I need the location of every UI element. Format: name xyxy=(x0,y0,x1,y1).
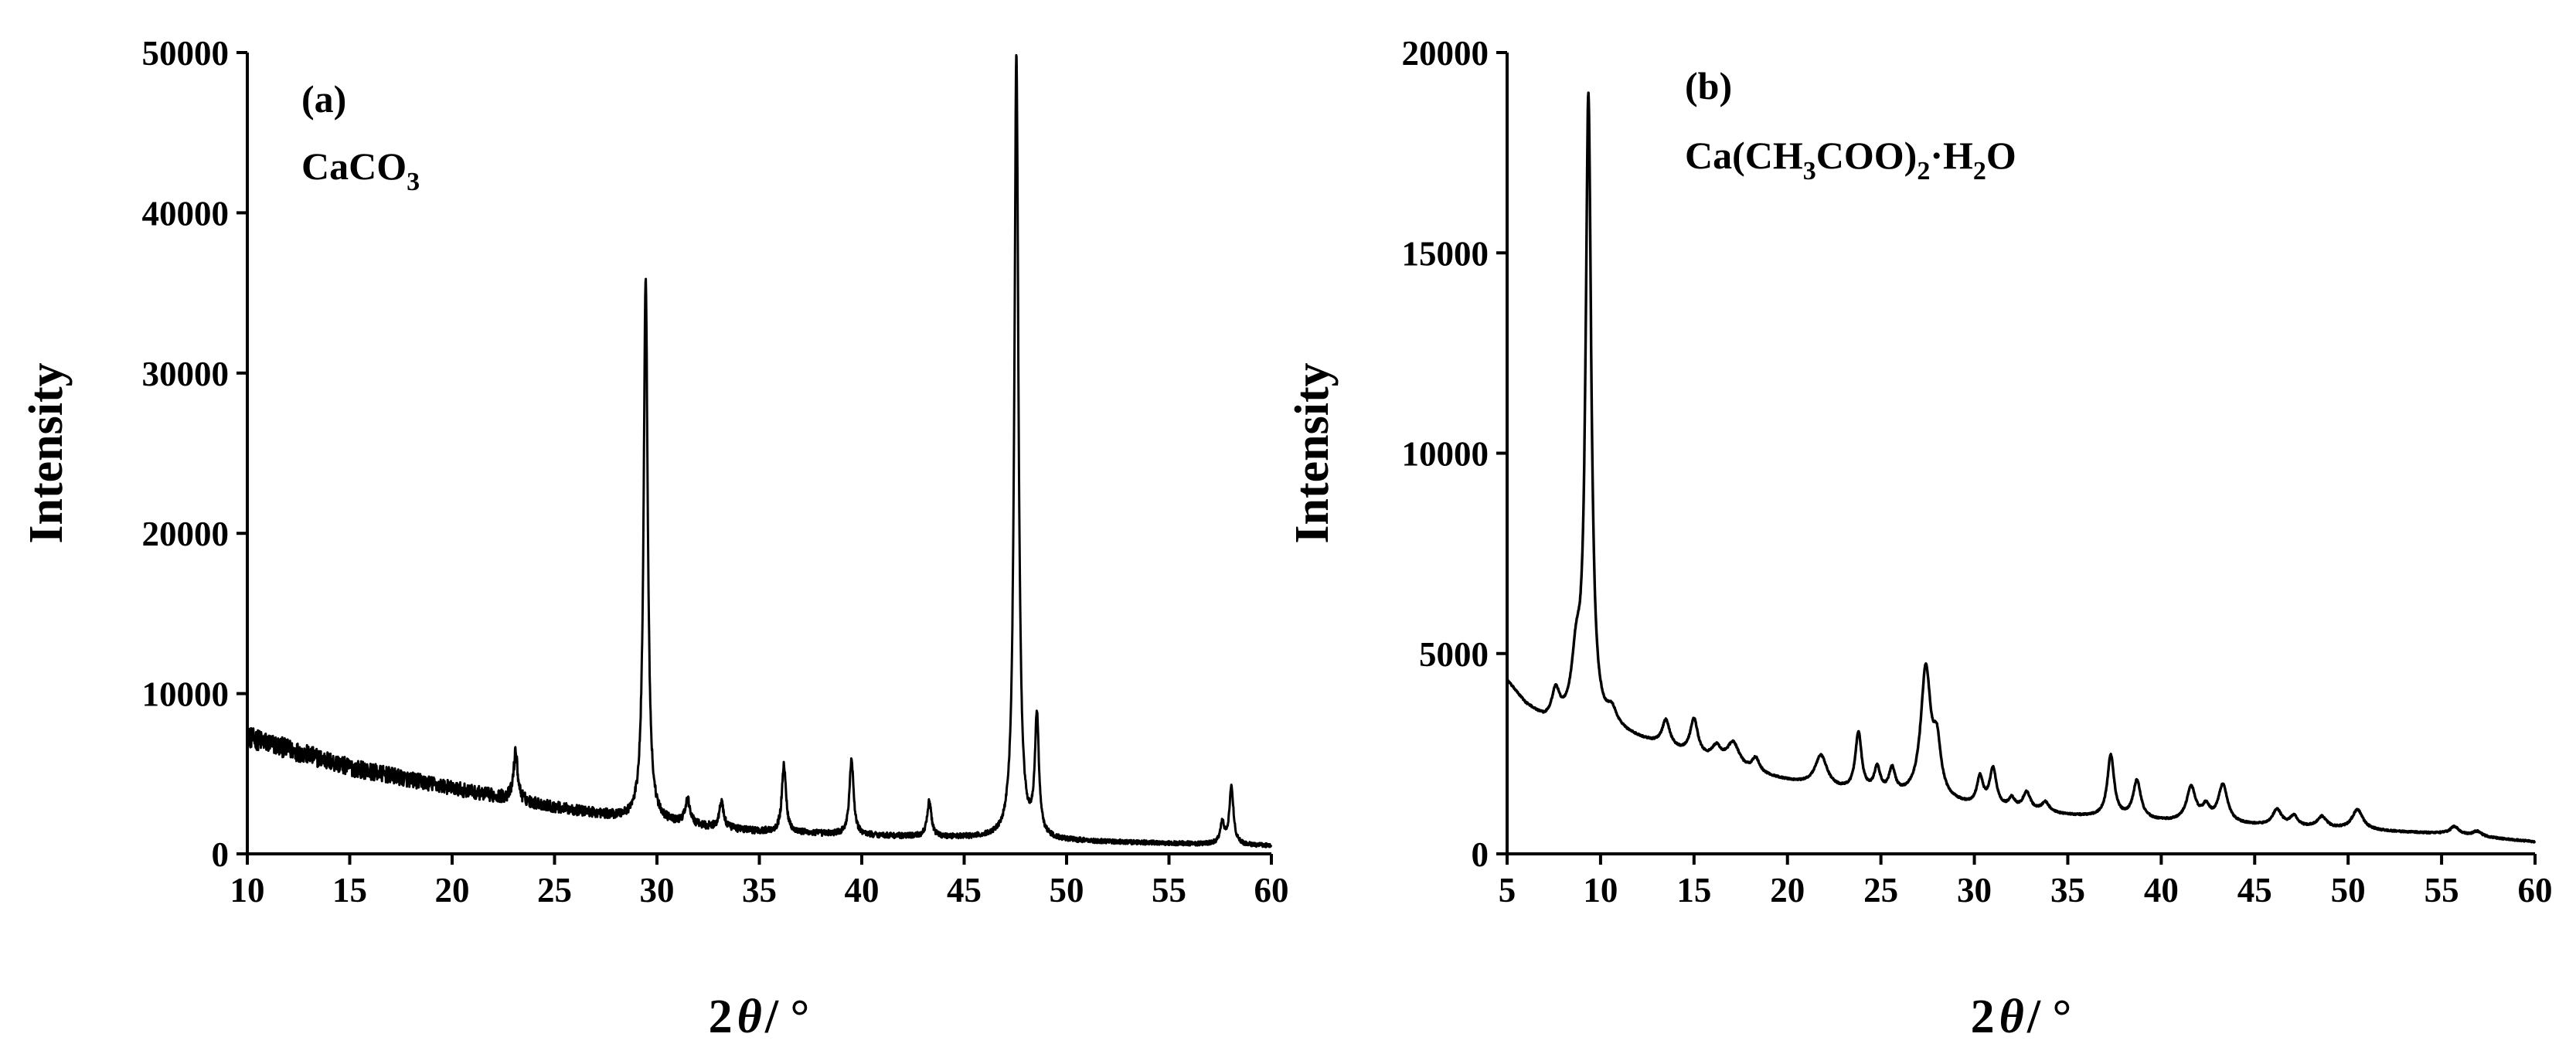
panel-b-y-tick-label: 20000 xyxy=(1402,34,1489,73)
panel-a-y-tick-label: 40000 xyxy=(142,194,230,233)
panel-b-y-tick-label: 15000 xyxy=(1402,234,1489,273)
panel-b-label: (b) xyxy=(1685,64,1732,107)
panel-b-y-tick-label: 10000 xyxy=(1402,435,1489,474)
panel-a-compound-formula: CaCO3 xyxy=(301,144,420,196)
panel-a-x-tick-label: 20 xyxy=(435,871,470,910)
panel-b-y-tick-label: 0 xyxy=(1472,835,1489,874)
panel-a-y-tick-label: 30000 xyxy=(142,355,230,393)
panel-a-x-tick-label: 25 xyxy=(537,871,572,910)
panel-a-x-tick-label: 60 xyxy=(1254,871,1289,910)
panel-a-x-tick-label: 15 xyxy=(332,871,367,910)
panel-b-x-axis-title: 2θ/ ° xyxy=(1971,991,2072,1043)
panel-b-x-tick-label: 25 xyxy=(1863,871,1898,910)
panel-a-x-axis-title: 2θ/ ° xyxy=(709,991,810,1043)
panel-a-y-tick-label: 20000 xyxy=(142,515,230,553)
panel-a-y-tick-label: 10000 xyxy=(142,675,230,714)
panel-a-series-line xyxy=(246,53,1273,848)
panel-b-x-tick-label: 15 xyxy=(1676,871,1711,910)
panel-a-x-tick-label: 50 xyxy=(1050,871,1084,910)
panel-a-y-tick-label: 0 xyxy=(212,835,230,874)
panel-a-x-tick-label: 55 xyxy=(1152,871,1186,910)
panel-b-x-tick-label: 45 xyxy=(2237,871,2272,910)
panel-a-y-tick-label: 50000 xyxy=(142,34,230,73)
panel-b-x-tick-label: 10 xyxy=(1583,871,1618,910)
panel-b-y-tick-label: 5000 xyxy=(1419,635,1489,674)
panel-a-x-tick-label: 40 xyxy=(845,871,880,910)
panel-a-chart: 10 15 20 25 30 35 40 45 50 55 60 0 10000 20000 30000 40… xyxy=(20,34,1289,1043)
panel-b-x-tick-label: 40 xyxy=(2144,871,2179,910)
panel-b-x-tick-label: 60 xyxy=(2518,871,2553,910)
panel-b-x-tick-label: 20 xyxy=(1770,871,1805,910)
panel-a-x-tick-label: 35 xyxy=(742,871,777,910)
panel-b-chart: 5 10 15 20 25 30 35 40 45 50 55 60 0 5000 10000 15000 20… xyxy=(1286,34,2553,1043)
panel-b-series-line xyxy=(1506,91,2537,844)
panel-b-x-tick-label: 50 xyxy=(2331,871,2366,910)
panel-b-x-tick-label: 55 xyxy=(2425,871,2459,910)
panel-b-compound-formula: Ca(CH3COO)2·H2O xyxy=(1685,134,2016,185)
panel-b-y-axis-title: Intensity xyxy=(1286,362,1339,543)
panel-a-x-tick-label: 30 xyxy=(640,871,675,910)
panel-b-x-tick-label: 30 xyxy=(1957,871,1992,910)
panel-b-x-tick-label: 35 xyxy=(2050,871,2085,910)
panel-a-label: (a) xyxy=(301,77,346,121)
panel-a-x-tick-label: 10 xyxy=(230,871,265,910)
panel-a-y-axis-title: Intensity xyxy=(20,362,73,543)
panel-a-x-tick-label: 45 xyxy=(947,871,982,910)
panel-b-x-tick-label: 5 xyxy=(1499,871,1516,910)
